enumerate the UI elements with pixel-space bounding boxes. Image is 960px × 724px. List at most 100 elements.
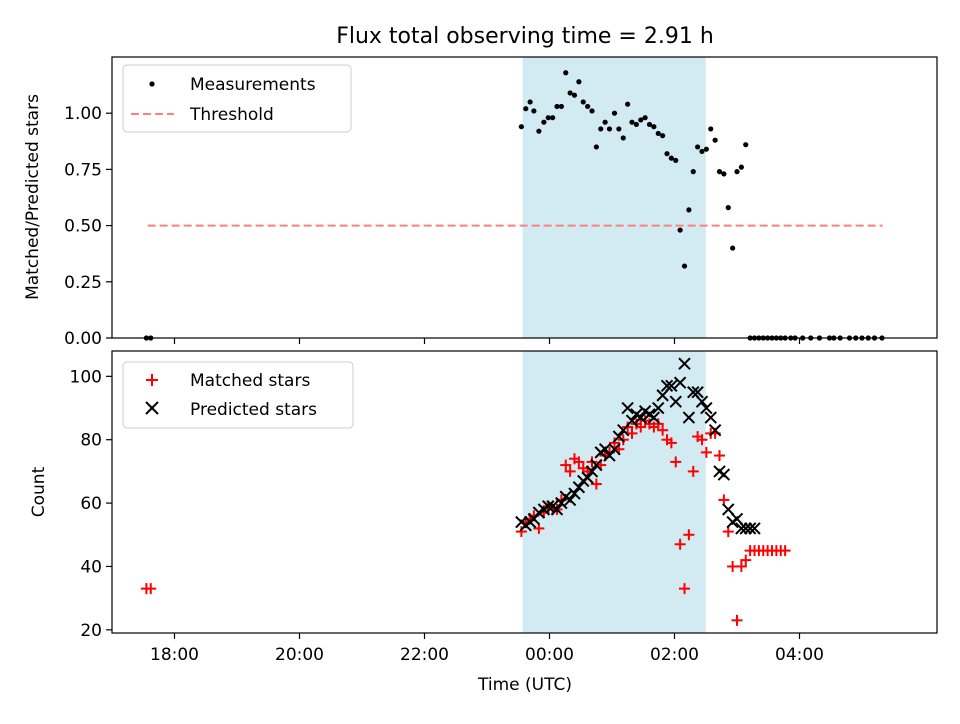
matched-star-point <box>735 560 747 572</box>
measurement-point <box>554 103 560 110</box>
measurement-point <box>598 126 604 132</box>
predicted-star-point <box>682 411 696 424</box>
predicted-star-point <box>739 522 752 535</box>
measurement-point <box>545 115 551 121</box>
predicted-star-point <box>717 468 731 481</box>
measurement-point <box>580 99 586 105</box>
count-y-tick-label: 40 <box>80 557 102 577</box>
measurement-point <box>633 121 639 128</box>
predicted-star-point <box>695 395 709 408</box>
matched-star-point <box>590 478 602 490</box>
x-tick-label: 22:00 <box>400 645 449 665</box>
predicted-stars-legend-label: Predicted stars <box>190 400 317 420</box>
predicted-star-point <box>585 465 599 478</box>
matched-star-point <box>635 421 647 433</box>
measurement-point <box>606 126 613 132</box>
matched-stars-legend-label: Matched stars <box>190 371 310 391</box>
measurement-point <box>651 124 657 130</box>
matched-star-point <box>626 427 638 439</box>
measurement-point <box>602 119 608 125</box>
measurement-point <box>563 70 569 76</box>
matched-stars-legend-marker <box>146 374 158 386</box>
measurement-point <box>567 90 573 96</box>
measurement-point <box>589 108 595 114</box>
matched-star-point <box>657 424 669 436</box>
measurement-point <box>518 124 524 130</box>
measurement-point <box>699 148 705 155</box>
predicted-star-point <box>735 522 748 535</box>
predicted-star-point <box>608 443 621 456</box>
measurement-point <box>616 126 622 132</box>
x-tick-label: 02:00 <box>650 645 699 665</box>
matched-star-point <box>683 529 695 541</box>
predicted-star-point <box>691 385 704 399</box>
measurement-point <box>738 164 744 170</box>
measurement-point <box>571 92 578 98</box>
matched-star-point <box>609 437 620 449</box>
predicted-star-point <box>647 411 661 424</box>
predicted-star-point <box>700 401 713 415</box>
predicted-star-point <box>673 376 687 389</box>
matched-star-point <box>145 583 157 595</box>
measurement-point <box>550 115 556 121</box>
measurement-point <box>721 171 727 177</box>
predicted-star-point <box>612 430 626 443</box>
measurement-point <box>625 101 631 107</box>
predicted-star-point <box>598 443 612 456</box>
measurement-point <box>541 119 547 125</box>
ratio-legend-box <box>122 64 352 133</box>
predicted-star-point <box>743 522 757 535</box>
threshold-legend-label: Threshold <box>189 105 274 125</box>
predicted-star-point <box>704 411 717 424</box>
ratio-y-tick-label: 0.00 <box>64 329 102 349</box>
predicted-star-point <box>669 395 682 408</box>
count-observing-span <box>522 351 706 633</box>
matched-star-point <box>718 494 730 506</box>
measurement-point <box>664 151 670 157</box>
measurement-point <box>527 99 533 105</box>
count-panel-frame <box>111 350 938 634</box>
predicted-star-point <box>708 424 722 437</box>
count-y-axis-label: Count <box>29 466 49 517</box>
matched-star-point <box>679 583 690 595</box>
ratio-y-tick-label: 1.00 <box>64 104 102 124</box>
measurement-point <box>703 146 709 152</box>
predicted-star-point <box>748 522 761 535</box>
ratio-panel-frame <box>111 56 938 339</box>
matched-star-point <box>714 450 725 462</box>
matched-star-point <box>573 456 585 468</box>
count-legend-box <box>122 361 354 429</box>
measurement-point <box>734 169 740 175</box>
measurement-point <box>660 133 666 139</box>
predicted-star-point <box>621 401 634 415</box>
measurement-point <box>655 130 661 137</box>
measurement-point <box>725 205 731 211</box>
matched-star-point <box>564 465 576 477</box>
predicted-stars-legend-marker <box>145 401 159 415</box>
count-legend: Matched stars Predicted stars <box>122 361 354 429</box>
predicted-star-point <box>581 471 594 484</box>
ratio-legend: Measurements Threshold <box>122 64 352 133</box>
predicted-star-point <box>634 411 647 424</box>
matched-star-point <box>670 456 682 468</box>
measurement-point <box>743 142 749 148</box>
measurement-point <box>576 79 582 85</box>
measurement-point <box>668 155 674 161</box>
measurement-point <box>673 157 679 164</box>
measurement-point <box>730 245 736 251</box>
measurement-point <box>695 144 701 150</box>
matched-star-point <box>560 459 572 471</box>
matched-star-point <box>700 446 712 458</box>
measurement-point <box>646 121 653 128</box>
matched-star-point <box>779 545 791 557</box>
predicted-star-point <box>652 401 665 415</box>
measurement-point <box>712 137 718 143</box>
ratio-y-tick-label: 0.25 <box>64 273 102 293</box>
matched-star-point <box>740 554 752 566</box>
measurement-point <box>611 110 618 116</box>
count-y-tick-label: 100 <box>70 367 102 387</box>
predicted-star-point <box>555 496 568 510</box>
measurement-point <box>620 135 626 141</box>
